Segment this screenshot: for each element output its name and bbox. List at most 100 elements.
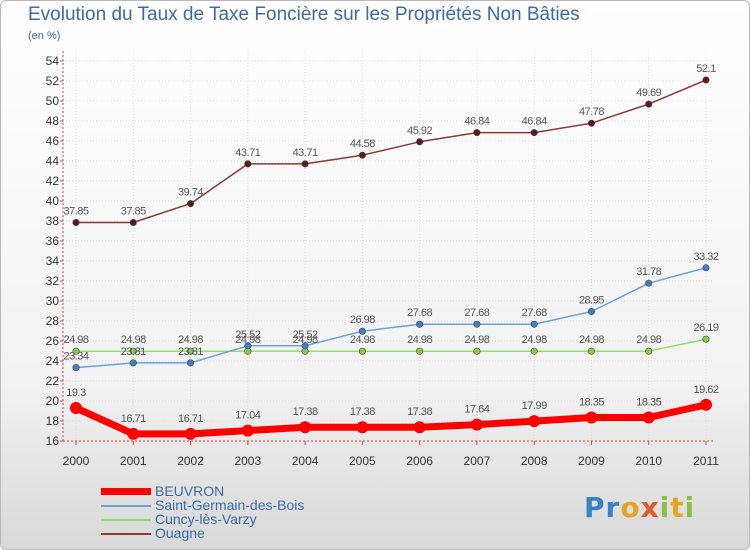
data-label: 24.98 <box>63 334 88 346</box>
data-label: 27.68 <box>522 307 547 319</box>
x-tick-label: 2003 <box>234 454 261 468</box>
data-label: 27.68 <box>407 307 432 319</box>
data-point <box>127 427 140 440</box>
data-label: 37.85 <box>63 206 88 218</box>
data-label: 19.3 <box>66 387 86 399</box>
data-point <box>528 415 541 428</box>
axes: 16 18 20 22 24 26 28 30 32 34 36 38 40 42 44 46 48 50 52 54… <box>46 51 719 468</box>
data-label: 23.81 <box>121 346 146 358</box>
data-label: 24.98 <box>579 334 604 346</box>
data-label: 28.95 <box>579 295 604 307</box>
y-tick-label: 30 <box>46 294 60 308</box>
data-point <box>530 129 538 137</box>
data-point <box>530 320 538 328</box>
legend-label: BEUVRON <box>155 483 225 499</box>
grid-lines <box>63 51 714 442</box>
data-label: 17.04 <box>235 410 260 422</box>
data-point <box>645 279 653 287</box>
x-tick-label: 2007 <box>464 454 491 468</box>
data-point <box>129 347 137 355</box>
data-point <box>358 327 366 335</box>
y-tick-label: 20 <box>46 394 60 408</box>
data-point <box>642 411 655 424</box>
data-label: 24.98 <box>293 334 318 346</box>
data-label: 26.19 <box>693 322 718 334</box>
data-label: 17.38 <box>293 406 318 418</box>
y-tick-label: 48 <box>46 114 60 128</box>
legend-label: Ouagne <box>155 525 205 541</box>
y-tick-label: 50 <box>46 94 60 108</box>
data-label: 47.78 <box>579 106 604 118</box>
x-tick-label: 2009 <box>578 454 605 468</box>
data-point <box>645 347 653 355</box>
data-point <box>187 359 195 367</box>
data-point <box>700 398 712 411</box>
data-label: 17.38 <box>350 406 375 418</box>
data-label: 17.38 <box>407 406 432 418</box>
y-tick-label: 22 <box>46 374 60 388</box>
x-tick-label: 2004 <box>292 454 319 468</box>
data-label: 43.71 <box>235 147 260 159</box>
data-point <box>72 364 80 372</box>
data-point <box>244 342 252 350</box>
data-label: 16.71 <box>121 413 146 425</box>
data-label: 24.98 <box>235 334 260 346</box>
legend-label: Saint-Germain-des-Bois <box>155 497 305 513</box>
data-label: 24.98 <box>522 334 547 346</box>
data-point <box>244 160 252 168</box>
data-point <box>187 200 195 208</box>
data-point <box>645 100 653 108</box>
data-label: 24.98 <box>350 334 375 346</box>
data-point <box>129 359 137 367</box>
data-label: 17.99 <box>522 400 547 412</box>
legend-swatch <box>101 533 151 535</box>
x-tick-label: 2008 <box>521 454 548 468</box>
data-point <box>702 76 710 84</box>
y-tick-label: 24 <box>46 354 60 368</box>
data-point <box>129 219 137 227</box>
data-point <box>702 335 710 343</box>
data-label: 25.52 <box>235 329 260 341</box>
x-tick-label: 2010 <box>635 454 662 468</box>
series-lines <box>72 79 710 438</box>
y-tick-label: 52 <box>46 74 60 88</box>
data-point <box>585 411 598 424</box>
data-point <box>470 418 483 431</box>
x-tick-label: 2000 <box>63 454 90 468</box>
data-label: 33.32 <box>693 251 718 263</box>
data-labels: 37.85 37.85 39.74 43.71 43.71 44.58 45.92 46.84… <box>63 63 719 425</box>
data-point <box>587 347 595 355</box>
data-label: 46.84 <box>522 116 547 128</box>
data-point <box>301 160 309 168</box>
data-label: 23.34 <box>63 351 88 363</box>
y-tick-label: 54 <box>46 54 60 68</box>
data-label: 45.92 <box>407 125 432 137</box>
series-line-3 <box>75 79 707 224</box>
data-label: 49.69 <box>636 87 661 99</box>
data-point <box>184 427 197 440</box>
data-label: 44.58 <box>350 138 375 150</box>
y-tick-label: 36 <box>46 234 60 248</box>
x-tick-label: 2001 <box>120 454 147 468</box>
data-point <box>301 342 309 350</box>
data-label: 25.52 <box>293 329 318 341</box>
data-label: 23.81 <box>178 346 203 358</box>
data-label: 39.74 <box>178 187 203 199</box>
data-label: 26.98 <box>350 314 375 326</box>
data-label: 16.71 <box>178 413 203 425</box>
series-line-2 <box>75 338 707 352</box>
y-tick-label: 44 <box>46 154 60 168</box>
data-point <box>241 424 254 437</box>
data-label: 17.64 <box>464 404 489 416</box>
data-point <box>72 219 80 227</box>
data-label: 24.98 <box>178 334 203 346</box>
data-point <box>416 320 424 328</box>
y-tick-label: 18 <box>46 414 60 428</box>
series-line-0 <box>72 401 710 438</box>
data-label: 19.62 <box>693 384 718 396</box>
y-tick-label: 34 <box>46 254 60 268</box>
proxiti-logo: Proxiti <box>584 491 696 524</box>
data-label: 18.35 <box>579 397 604 409</box>
